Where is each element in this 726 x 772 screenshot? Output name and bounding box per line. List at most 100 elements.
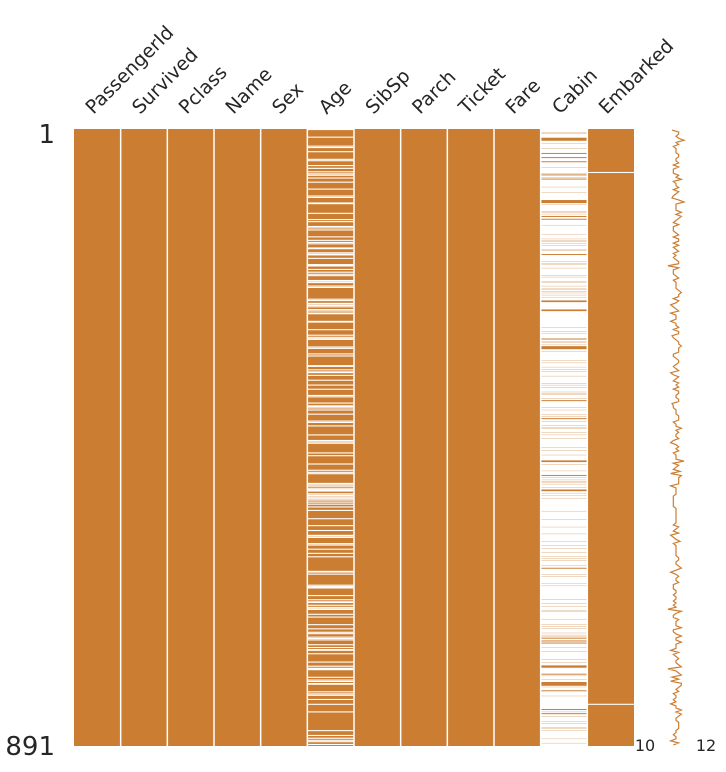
missing-row-age — [307, 665, 354, 667]
missing-row-age — [307, 320, 354, 322]
missing-row-cabin — [540, 430, 588, 433]
missing-row-age — [307, 644, 354, 646]
missing-row-cabin — [540, 455, 588, 457]
missing-row-cabin — [540, 729, 588, 731]
missing-row-cabin — [540, 290, 588, 292]
missing-row-age — [307, 571, 354, 573]
missing-row-cabin — [540, 284, 588, 286]
missing-row-cabin — [540, 624, 588, 626]
missing-row-cabin — [540, 151, 588, 153]
missing-row-cabin — [540, 614, 588, 616]
missing-row-cabin — [540, 223, 588, 225]
missing-row-cabin — [540, 177, 588, 179]
missing-row-cabin — [540, 655, 588, 658]
missing-row-cabin — [540, 645, 588, 647]
missing-row-cabin — [540, 528, 588, 530]
missing-row-cabin — [540, 550, 588, 552]
missing-row-age — [307, 309, 354, 311]
missing-row-cabin — [540, 511, 588, 514]
missing-row-cabin — [540, 725, 588, 728]
missing-row-cabin — [540, 340, 588, 342]
missing-row-cabin — [540, 590, 588, 592]
missing-row-age — [307, 286, 354, 288]
column-fare — [494, 129, 541, 746]
missing-row-cabin — [540, 604, 588, 606]
missing-row-cabin — [540, 313, 588, 315]
missing-row-age — [307, 285, 354, 287]
missing-row-cabin — [540, 293, 588, 295]
missing-row-cabin — [540, 410, 588, 412]
missing-row-cabin — [540, 601, 588, 603]
missing-row-cabin — [540, 150, 588, 152]
missing-row-age — [307, 693, 354, 695]
missing-row-age — [307, 374, 354, 376]
missing-row-cabin — [540, 395, 588, 397]
missing-row-cabin — [540, 189, 588, 192]
missing-row-cabin — [540, 221, 588, 223]
missing-row-cabin — [540, 257, 588, 259]
missing-row-cabin — [540, 229, 588, 231]
missing-row-cabin — [540, 187, 588, 189]
missing-row-cabin — [540, 336, 588, 338]
missing-row-cabin — [540, 497, 588, 499]
missing-row-cabin — [540, 363, 588, 365]
missing-row-cabin — [540, 707, 588, 709]
missing-row-age — [307, 439, 354, 442]
missing-row-cabin — [540, 718, 588, 721]
missing-row-age — [307, 365, 354, 367]
missing-row-cabin — [540, 519, 588, 521]
missing-row-cabin — [540, 536, 588, 538]
missing-row-age — [307, 151, 354, 153]
column-label-sex: Sex — [268, 78, 308, 118]
missing-row-cabin — [540, 736, 588, 738]
missing-row-age — [307, 321, 354, 323]
missing-row-cabin — [540, 273, 588, 275]
missing-row-cabin — [540, 376, 588, 378]
missing-row-age — [307, 543, 354, 545]
missing-row-cabin — [540, 197, 588, 199]
missing-row-age — [307, 639, 354, 641]
missing-row-cabin — [540, 245, 588, 247]
column-sibsp — [354, 129, 401, 746]
missing-row-cabin — [540, 396, 588, 398]
missing-row-cabin — [540, 562, 588, 564]
missing-row-cabin — [540, 705, 588, 707]
missing-row-cabin — [540, 153, 588, 156]
missing-row-cabin — [540, 700, 588, 702]
missing-row-cabin — [540, 329, 588, 331]
missing-row-cabin — [540, 438, 588, 440]
row-label-last: 891 — [5, 732, 55, 762]
missing-row-cabin — [540, 205, 588, 207]
missing-row-cabin — [540, 361, 588, 363]
missing-row-cabin — [540, 349, 588, 351]
missing-row-cabin — [540, 374, 588, 376]
missing-row-cabin — [540, 652, 588, 654]
missing-row-cabin — [540, 649, 588, 651]
missing-row-cabin — [540, 501, 588, 503]
missing-row-cabin — [540, 311, 588, 313]
missing-row-cabin — [540, 502, 588, 504]
missing-row-age — [307, 280, 354, 282]
missing-row-cabin — [540, 617, 588, 619]
missing-row-cabin — [540, 456, 588, 458]
missing-row-cabin — [540, 685, 588, 687]
missing-row-cabin — [540, 502, 588, 505]
missing-row-age — [307, 489, 354, 491]
missing-row-age — [307, 347, 354, 349]
missing-row-cabin — [540, 158, 588, 160]
missing-row-cabin — [540, 155, 588, 157]
completeness-sparkline — [667, 129, 686, 746]
missing-row-cabin — [540, 410, 588, 412]
missing-row-cabin — [540, 288, 588, 290]
missing-row-cabin — [540, 592, 588, 595]
missing-row-cabin — [540, 439, 588, 442]
missing-row-cabin — [540, 669, 588, 671]
missing-row-age — [307, 306, 354, 308]
missing-row-cabin — [540, 619, 588, 622]
missing-row-cabin — [540, 214, 588, 216]
missing-row-cabin — [540, 274, 588, 276]
missing-row-cabin — [540, 514, 588, 516]
missing-row-age — [307, 174, 354, 176]
missing-row-cabin — [540, 587, 588, 589]
missing-row-cabin — [540, 159, 588, 161]
